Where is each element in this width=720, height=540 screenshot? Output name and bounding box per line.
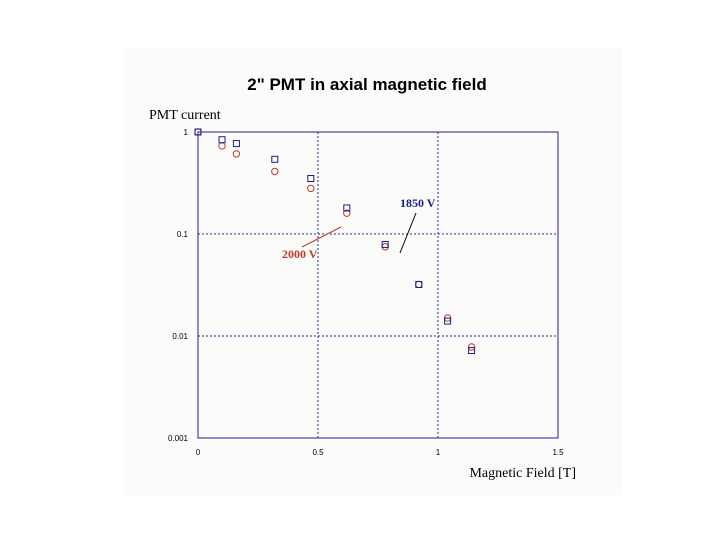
y-tick-label: 0.1	[177, 230, 189, 239]
annotation-2000-pointer	[301, 226, 342, 248]
point-2000v	[381, 243, 389, 251]
x-tick-label: 0	[196, 448, 201, 457]
y-tick-label: 1	[184, 128, 189, 137]
point-1850v	[415, 280, 423, 288]
annotation-1850-pointer	[399, 212, 417, 254]
data-markers	[194, 128, 476, 355]
chart-title: 2" PMT in axial magnetic field	[247, 75, 487, 94]
x-tick-label: 1	[436, 448, 441, 457]
point-1850v	[468, 347, 476, 355]
x-tick-label: 0.5	[312, 448, 324, 457]
point-2000v	[307, 184, 315, 193]
point-1850v	[218, 136, 226, 144]
point-2000v	[467, 343, 476, 351]
point-1850v	[381, 240, 389, 248]
tick-labels: 0 0.5 1 1.5 1 0.1 0.01 0.001	[168, 128, 564, 457]
point-2000v	[232, 150, 241, 158]
point-2000v	[343, 209, 351, 217]
point-2000v	[271, 167, 279, 176]
x-tick-label: 1.5	[552, 448, 564, 457]
annotation-1850v: 1850 V	[400, 196, 436, 210]
point-1850v	[232, 140, 240, 148]
grid-lines	[198, 132, 558, 438]
point-2000v	[218, 142, 226, 150]
annotation-2000v: 2000 V	[282, 247, 318, 261]
point-1850v	[307, 175, 315, 183]
y-tick-label: 0.001	[168, 434, 189, 443]
y-tick-label: 0.01	[172, 332, 188, 341]
plot-area-border	[197, 131, 559, 439]
point-2000v	[415, 280, 423, 289]
point-1850v	[343, 204, 351, 212]
chart-panel	[124, 47, 622, 495]
x-axis-label: Magnetic Field [T]	[469, 466, 576, 481]
y-axis-label: PMT current	[149, 108, 221, 123]
point-1850v	[444, 317, 452, 325]
point-1850v	[271, 155, 279, 163]
point-1850v	[194, 128, 202, 136]
